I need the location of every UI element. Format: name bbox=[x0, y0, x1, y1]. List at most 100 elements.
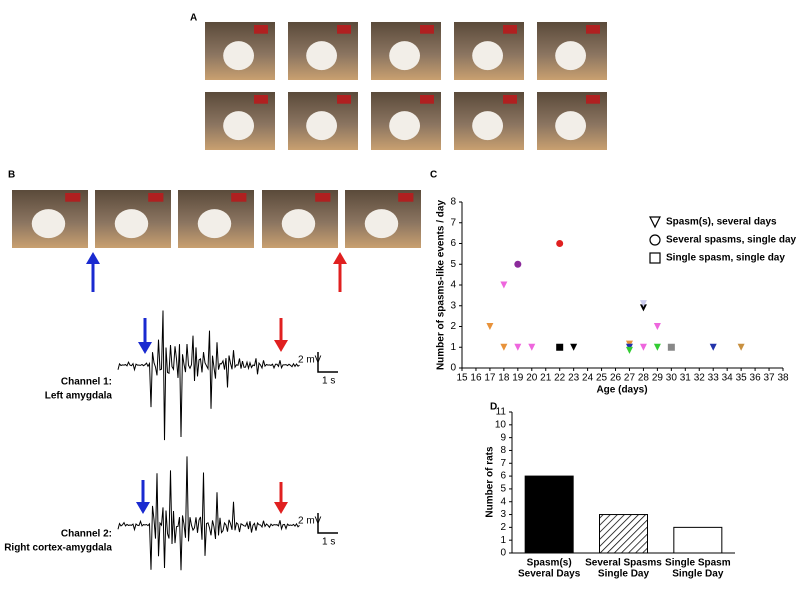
x-tick-label: 34 bbox=[722, 373, 734, 384]
marker bbox=[570, 343, 578, 351]
scale-voltage: 2 mV bbox=[298, 516, 322, 527]
marker bbox=[649, 252, 661, 264]
photo-detail bbox=[337, 95, 351, 104]
channel-title: Channel 2: bbox=[61, 529, 112, 540]
x-tick-label: Several Spasms bbox=[585, 558, 662, 569]
legend-label: Several spasms, single day bbox=[666, 235, 797, 246]
channel-title: Channel 1: bbox=[61, 377, 112, 388]
x-tick-label: 28 bbox=[638, 373, 650, 384]
x-tick-label: 29 bbox=[652, 373, 664, 384]
rat bbox=[389, 41, 420, 71]
marker bbox=[486, 323, 494, 330]
y-tick-label: 1 bbox=[500, 535, 506, 546]
marker bbox=[649, 216, 661, 229]
x-tick-label: 17 bbox=[484, 373, 496, 384]
rat bbox=[555, 41, 586, 71]
rat bbox=[364, 209, 399, 239]
rat bbox=[472, 111, 503, 141]
rat bbox=[472, 41, 503, 71]
x-tick-label: Single Day bbox=[672, 569, 724, 580]
y-tick-label: 1 bbox=[450, 342, 456, 353]
x-tick-label: Spasm(s) bbox=[527, 558, 572, 569]
marker bbox=[514, 260, 522, 268]
scale-bar bbox=[317, 352, 338, 534]
marker bbox=[500, 281, 508, 289]
legend-label: Single spasm, single day bbox=[666, 253, 785, 264]
photo-detail bbox=[586, 95, 600, 104]
rat bbox=[31, 209, 66, 239]
x-tick-label: Several Days bbox=[518, 569, 581, 580]
eeg-traces bbox=[117, 310, 300, 571]
x-tick-label: 23 bbox=[568, 373, 580, 384]
y-tick-label: 3 bbox=[450, 300, 456, 311]
y-tick-label: 2 bbox=[500, 522, 506, 533]
photo-detail bbox=[254, 25, 268, 34]
x-tick-label: 30 bbox=[666, 373, 678, 384]
photo-detail bbox=[503, 95, 517, 104]
y-tick-label: 4 bbox=[450, 280, 456, 291]
marker bbox=[639, 300, 647, 308]
rat bbox=[197, 209, 232, 239]
rat bbox=[223, 111, 255, 141]
bar bbox=[524, 475, 574, 554]
x-tick-label: 24 bbox=[582, 373, 594, 384]
y-tick-label: 3 bbox=[500, 509, 506, 520]
x-tick-label: Single Spasm bbox=[665, 558, 731, 569]
y-tick-label: 0 bbox=[450, 363, 456, 374]
marker bbox=[649, 234, 661, 246]
x-tick-label: 35 bbox=[736, 373, 748, 384]
marker bbox=[639, 304, 647, 312]
rat bbox=[223, 41, 255, 71]
bar bbox=[599, 514, 648, 554]
y-tick-label: 6 bbox=[450, 238, 456, 249]
marker bbox=[528, 343, 536, 351]
y-tick-label: 7 bbox=[450, 217, 456, 228]
x-tick-label: 19 bbox=[512, 373, 524, 384]
y-axis-label: Number of spasms-like events / day bbox=[436, 200, 447, 371]
y-axis-label: Number of rats bbox=[485, 446, 496, 518]
photo-detail bbox=[315, 193, 331, 202]
x-tick-label: 21 bbox=[540, 373, 552, 384]
marker bbox=[639, 343, 647, 351]
marker bbox=[737, 343, 745, 351]
rat bbox=[114, 209, 149, 239]
marker bbox=[667, 343, 675, 351]
photo-detail bbox=[503, 25, 517, 34]
x-tick-label: 22 bbox=[554, 373, 566, 384]
rat bbox=[281, 209, 316, 239]
y-tick-label: 4 bbox=[500, 496, 506, 507]
x-tick-label: 18 bbox=[498, 373, 510, 384]
y-tick-label: 2 bbox=[450, 321, 456, 332]
eeg-trace bbox=[117, 310, 300, 441]
panel-label: B bbox=[8, 170, 15, 181]
x-tick-label: 15 bbox=[456, 373, 468, 384]
y-tick-label: 7 bbox=[500, 458, 506, 469]
marker bbox=[556, 343, 564, 351]
photo-detail bbox=[420, 25, 434, 34]
x-tick-label: 38 bbox=[777, 373, 789, 384]
x-axis-label: Age (days) bbox=[596, 385, 647, 396]
arrow bbox=[86, 252, 347, 514]
x-tick-label: 36 bbox=[750, 373, 762, 384]
x-tick-label: 37 bbox=[763, 373, 775, 384]
scale-voltage: 2 mV bbox=[298, 355, 322, 366]
scale-time: 1 s bbox=[322, 376, 335, 387]
legend-label: Spasm(s), several days bbox=[666, 217, 777, 228]
photo-detail bbox=[586, 25, 600, 34]
photo-detail bbox=[231, 193, 247, 202]
y-tick-label: 11 bbox=[496, 407, 507, 418]
x-tick-label: Single Day bbox=[598, 569, 650, 580]
y-tick-label: 9 bbox=[500, 432, 506, 443]
x-tick-label: 32 bbox=[694, 373, 706, 384]
photo-group bbox=[12, 22, 607, 248]
y-tick-label: 5 bbox=[500, 484, 506, 495]
rat bbox=[389, 111, 420, 141]
bar bbox=[673, 526, 723, 554]
marker bbox=[556, 240, 564, 247]
photo-detail bbox=[420, 95, 434, 104]
y-tick-label: 0 bbox=[500, 548, 506, 559]
marker bbox=[653, 323, 661, 330]
x-tick-label: 31 bbox=[680, 373, 692, 384]
x-tick-label: 26 bbox=[610, 373, 622, 384]
